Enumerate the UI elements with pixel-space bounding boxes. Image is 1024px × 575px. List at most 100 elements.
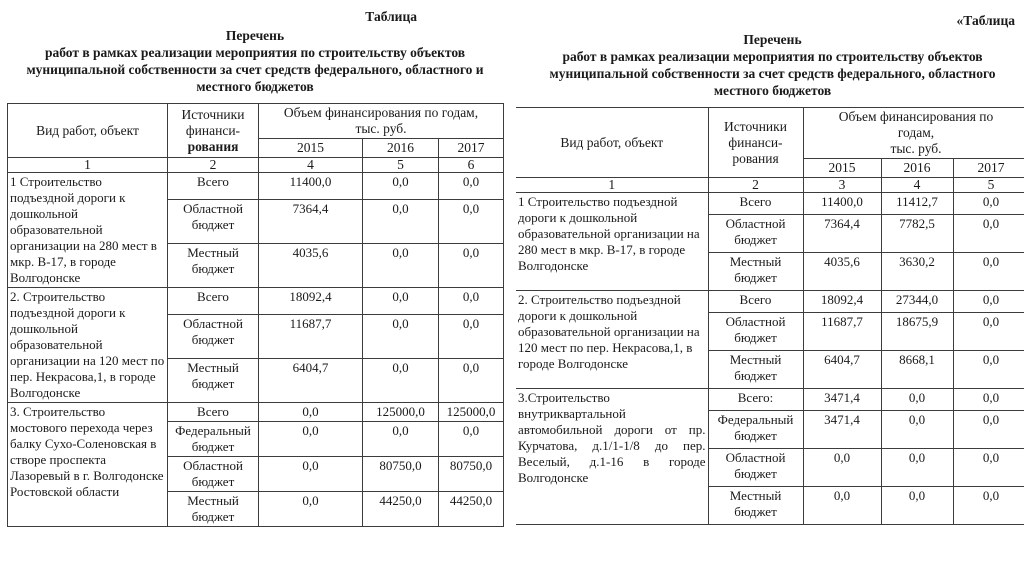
amount-cell: 0,0 bbox=[258, 456, 363, 492]
amount-cell: 125000,0 bbox=[362, 402, 439, 422]
table-corner-label: «Таблица bbox=[956, 13, 1015, 28]
amount-cell: 4035,6 bbox=[258, 242, 363, 289]
amount-cell: 11687,7 bbox=[258, 313, 363, 359]
amount-cell: 11400,0 bbox=[258, 172, 363, 200]
amount-cell: 0,0 bbox=[258, 491, 363, 527]
funding-source-cell: Местный бюджет bbox=[167, 242, 259, 289]
amount-cell: 0,0 bbox=[952, 350, 1024, 389]
amount-cell: 7364,4 bbox=[258, 198, 363, 244]
amount-cell: 3471,4 bbox=[802, 410, 882, 449]
col-number-3: 4 bbox=[258, 157, 363, 173]
funding-source-cell: Федеральный бюджет bbox=[708, 410, 804, 449]
funding-source-cell: Всего bbox=[707, 192, 804, 215]
table-row: Областной бюджет 7364,4 0,0 0,0 bbox=[8, 198, 504, 244]
table-row: 3.Строительство внутриквартальной автомо… bbox=[516, 388, 1024, 525]
col-header-year-2017: 2017 bbox=[438, 138, 504, 158]
amount-cell: 0,0 bbox=[362, 242, 439, 289]
col-header-year-2017: 2017 bbox=[952, 158, 1024, 178]
amount-cell: 0,0 bbox=[880, 448, 954, 487]
amount-cell: 11412,7 bbox=[880, 192, 954, 215]
table-row: Областной бюджет 0,0 0,0 0,0 bbox=[516, 448, 1024, 487]
amount-cell: 7782,5 bbox=[880, 214, 954, 253]
col-number-5: 6 bbox=[438, 157, 504, 173]
amount-cell: 0,0 bbox=[362, 287, 439, 315]
funding-source-cell: Всего bbox=[707, 290, 804, 313]
col-header-year-2015: 2015 bbox=[803, 158, 882, 178]
funding-source-cell: Всего bbox=[167, 402, 259, 422]
funding-source-cell: Местный бюджет bbox=[708, 350, 804, 389]
amount-cell: 0,0 bbox=[952, 252, 1024, 291]
amount-cell: 0,0 bbox=[880, 486, 954, 525]
col-header-object: Вид работ, объект bbox=[516, 107, 709, 178]
amount-cell: 0,0 bbox=[438, 287, 504, 315]
funding-source-cell: Областной бюджет bbox=[167, 198, 259, 244]
col-number-1: 1 bbox=[7, 157, 168, 173]
amount-cell: 18092,4 bbox=[802, 290, 882, 313]
object-cell: 2. Строительство подъездной дороги к дош… bbox=[7, 287, 168, 403]
funding-source-cell: Областной бюджет bbox=[708, 214, 804, 253]
finance-table-left: Вид работ, объект Источники финанси-рован… bbox=[7, 103, 504, 527]
amount-cell: 0,0 bbox=[438, 313, 504, 359]
amount-cell: 0,0 bbox=[802, 448, 882, 487]
amount-cell: 0,0 bbox=[258, 402, 363, 422]
funding-source-cell: Местный бюджет bbox=[708, 486, 804, 525]
amount-cell: 3471,4 bbox=[802, 388, 882, 411]
table-row: Местный бюджет 0,0 44250,0 44250,0 bbox=[8, 491, 504, 527]
amount-cell: 0,0 bbox=[362, 172, 439, 200]
amount-cell: 0,0 bbox=[952, 486, 1024, 525]
document-title-line: муниципальной собственности за счет сред… bbox=[26, 62, 484, 77]
finance-table-right: Вид работ, объект Источники финанси-рован… bbox=[516, 107, 1024, 525]
amount-cell: 44250,0 bbox=[362, 491, 439, 527]
amount-cell: 11687,7 bbox=[802, 312, 882, 351]
col-number-2: 2 bbox=[707, 177, 804, 193]
table-row: Местный бюджет 6404,7 8668,1 0,0 bbox=[516, 350, 1024, 389]
amount-cell: 0,0 bbox=[952, 312, 1024, 351]
document-title-line: Перечень bbox=[225, 28, 285, 43]
amount-cell: 125000,0 bbox=[438, 402, 504, 422]
amount-cell: 0,0 bbox=[952, 410, 1024, 449]
amount-cell: 0,0 bbox=[952, 290, 1024, 313]
document-title-line: работ в рамках реализации мероприятия по… bbox=[562, 49, 983, 64]
amount-cell: 18675,9 bbox=[880, 312, 954, 351]
object-cell: 1 Строительство подъездной дороги к дошк… bbox=[516, 192, 709, 291]
object-cell: 3.Строительство внутриквартальной автомо… bbox=[516, 388, 709, 525]
table-row: 1 Строительство подъездной дороги к дошк… bbox=[7, 172, 504, 288]
document-title-line: муниципальной собственности за счет сред… bbox=[549, 66, 996, 81]
amount-cell: 0,0 bbox=[362, 313, 439, 359]
funding-source-cell: Всего bbox=[167, 287, 259, 315]
col-number-5: 5 bbox=[952, 177, 1024, 193]
col-header-funding-source: Источники финанси-рования bbox=[707, 107, 804, 178]
col-number-4: 4 bbox=[880, 177, 954, 193]
amount-cell: 4035,6 bbox=[802, 252, 882, 291]
amount-cell: 0,0 bbox=[438, 172, 504, 200]
amount-cell: 0,0 bbox=[880, 410, 954, 449]
object-cell: 2. Строительство подъездной дороги к дош… bbox=[516, 290, 709, 389]
amount-cell: 0,0 bbox=[438, 421, 504, 457]
amount-cell: 0,0 bbox=[438, 198, 504, 244]
table-row: Областной бюджет 0,0 80750,0 80750,0 bbox=[8, 456, 504, 492]
amount-cell: 27344,0 bbox=[880, 290, 954, 313]
table-row: Местный бюджет 4035,6 0,0 0,0 bbox=[8, 242, 504, 289]
table-row: Федеральный бюджет 3471,4 0,0 0,0 bbox=[516, 410, 1024, 449]
table-body: 1 Строительство подъездной дороги к дошк… bbox=[7, 172, 504, 527]
amount-cell: 0,0 bbox=[880, 388, 954, 411]
amount-cell: 11400,0 bbox=[802, 192, 882, 215]
col-header-object: Вид работ, объект bbox=[7, 103, 168, 158]
funding-source-cell: Областной бюджет bbox=[167, 456, 259, 492]
amount-cell: 0,0 bbox=[952, 448, 1024, 487]
col-number-2: 2 bbox=[167, 157, 259, 173]
amount-cell: 8668,1 bbox=[880, 350, 954, 389]
amount-cell: 6404,7 bbox=[258, 357, 363, 404]
document-title-line: местного бюджетов bbox=[196, 79, 314, 94]
right-document-panel: «Таблица Перечень работ в рамках реализац… bbox=[516, 0, 1024, 525]
col-header-funding-source: Источники финанси-рования bbox=[167, 103, 259, 158]
table-row: Областной бюджет 11687,7 0,0 0,0 bbox=[8, 313, 504, 359]
col-number-3: 3 bbox=[802, 177, 882, 193]
table-body: 1 Строительство подъездной дороги к дошк… bbox=[516, 192, 1024, 525]
funding-source-cell: Всего bbox=[167, 172, 259, 200]
amount-cell: 44250,0 bbox=[438, 491, 504, 527]
amount-cell: 6404,7 bbox=[802, 350, 882, 389]
amount-cell: 80750,0 bbox=[362, 456, 439, 492]
amount-cell: 3630,2 bbox=[880, 252, 954, 291]
table-row: Областной бюджет 7364,4 7782,5 0,0 bbox=[516, 214, 1024, 253]
